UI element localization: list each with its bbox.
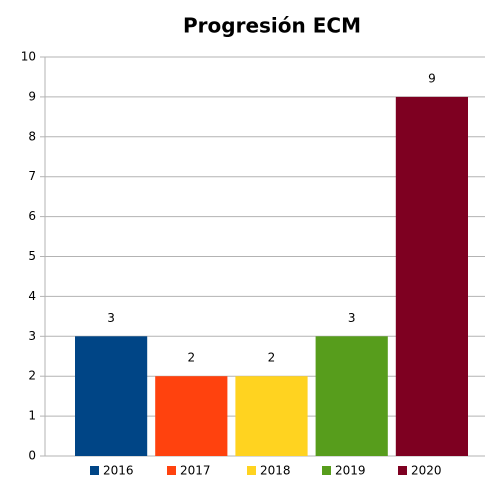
data-label: 3 (348, 311, 356, 325)
y-tick-label: 4 (28, 289, 36, 303)
y-tick-label: 5 (28, 249, 36, 263)
legend-label: 2019 (335, 464, 366, 477)
chart-title: Progresión ECM (183, 14, 361, 38)
legend-label: 2020 (411, 464, 442, 477)
legend-label: 2016 (103, 464, 134, 477)
y-tick-label: 7 (28, 169, 36, 183)
legend-swatch (247, 466, 256, 475)
y-tick-label: 10 (21, 50, 36, 64)
y-tick-label: 9 (28, 89, 36, 103)
data-label: 3 (107, 311, 115, 325)
data-label: 2 (187, 351, 195, 365)
data-label: 2 (268, 351, 276, 365)
legend-swatch (90, 466, 99, 475)
legend-label: 2018 (260, 464, 291, 477)
legend-swatch (398, 466, 407, 475)
legend-swatch (167, 466, 176, 475)
legend-label: 2017 (180, 464, 211, 477)
y-tick-label: 8 (28, 129, 36, 143)
y-tick-label: 0 (28, 449, 36, 463)
y-tick-label: 6 (28, 209, 36, 223)
bar (395, 96, 468, 457)
y-tick-label: 2 (28, 369, 36, 383)
y-tick-label: 3 (28, 329, 36, 343)
bar (315, 336, 388, 456)
data-label: 9 (428, 71, 436, 85)
y-tick-label: 1 (28, 409, 36, 423)
bar (75, 336, 148, 456)
legend-swatch (322, 466, 331, 475)
bar (235, 376, 308, 456)
bar (155, 376, 228, 456)
